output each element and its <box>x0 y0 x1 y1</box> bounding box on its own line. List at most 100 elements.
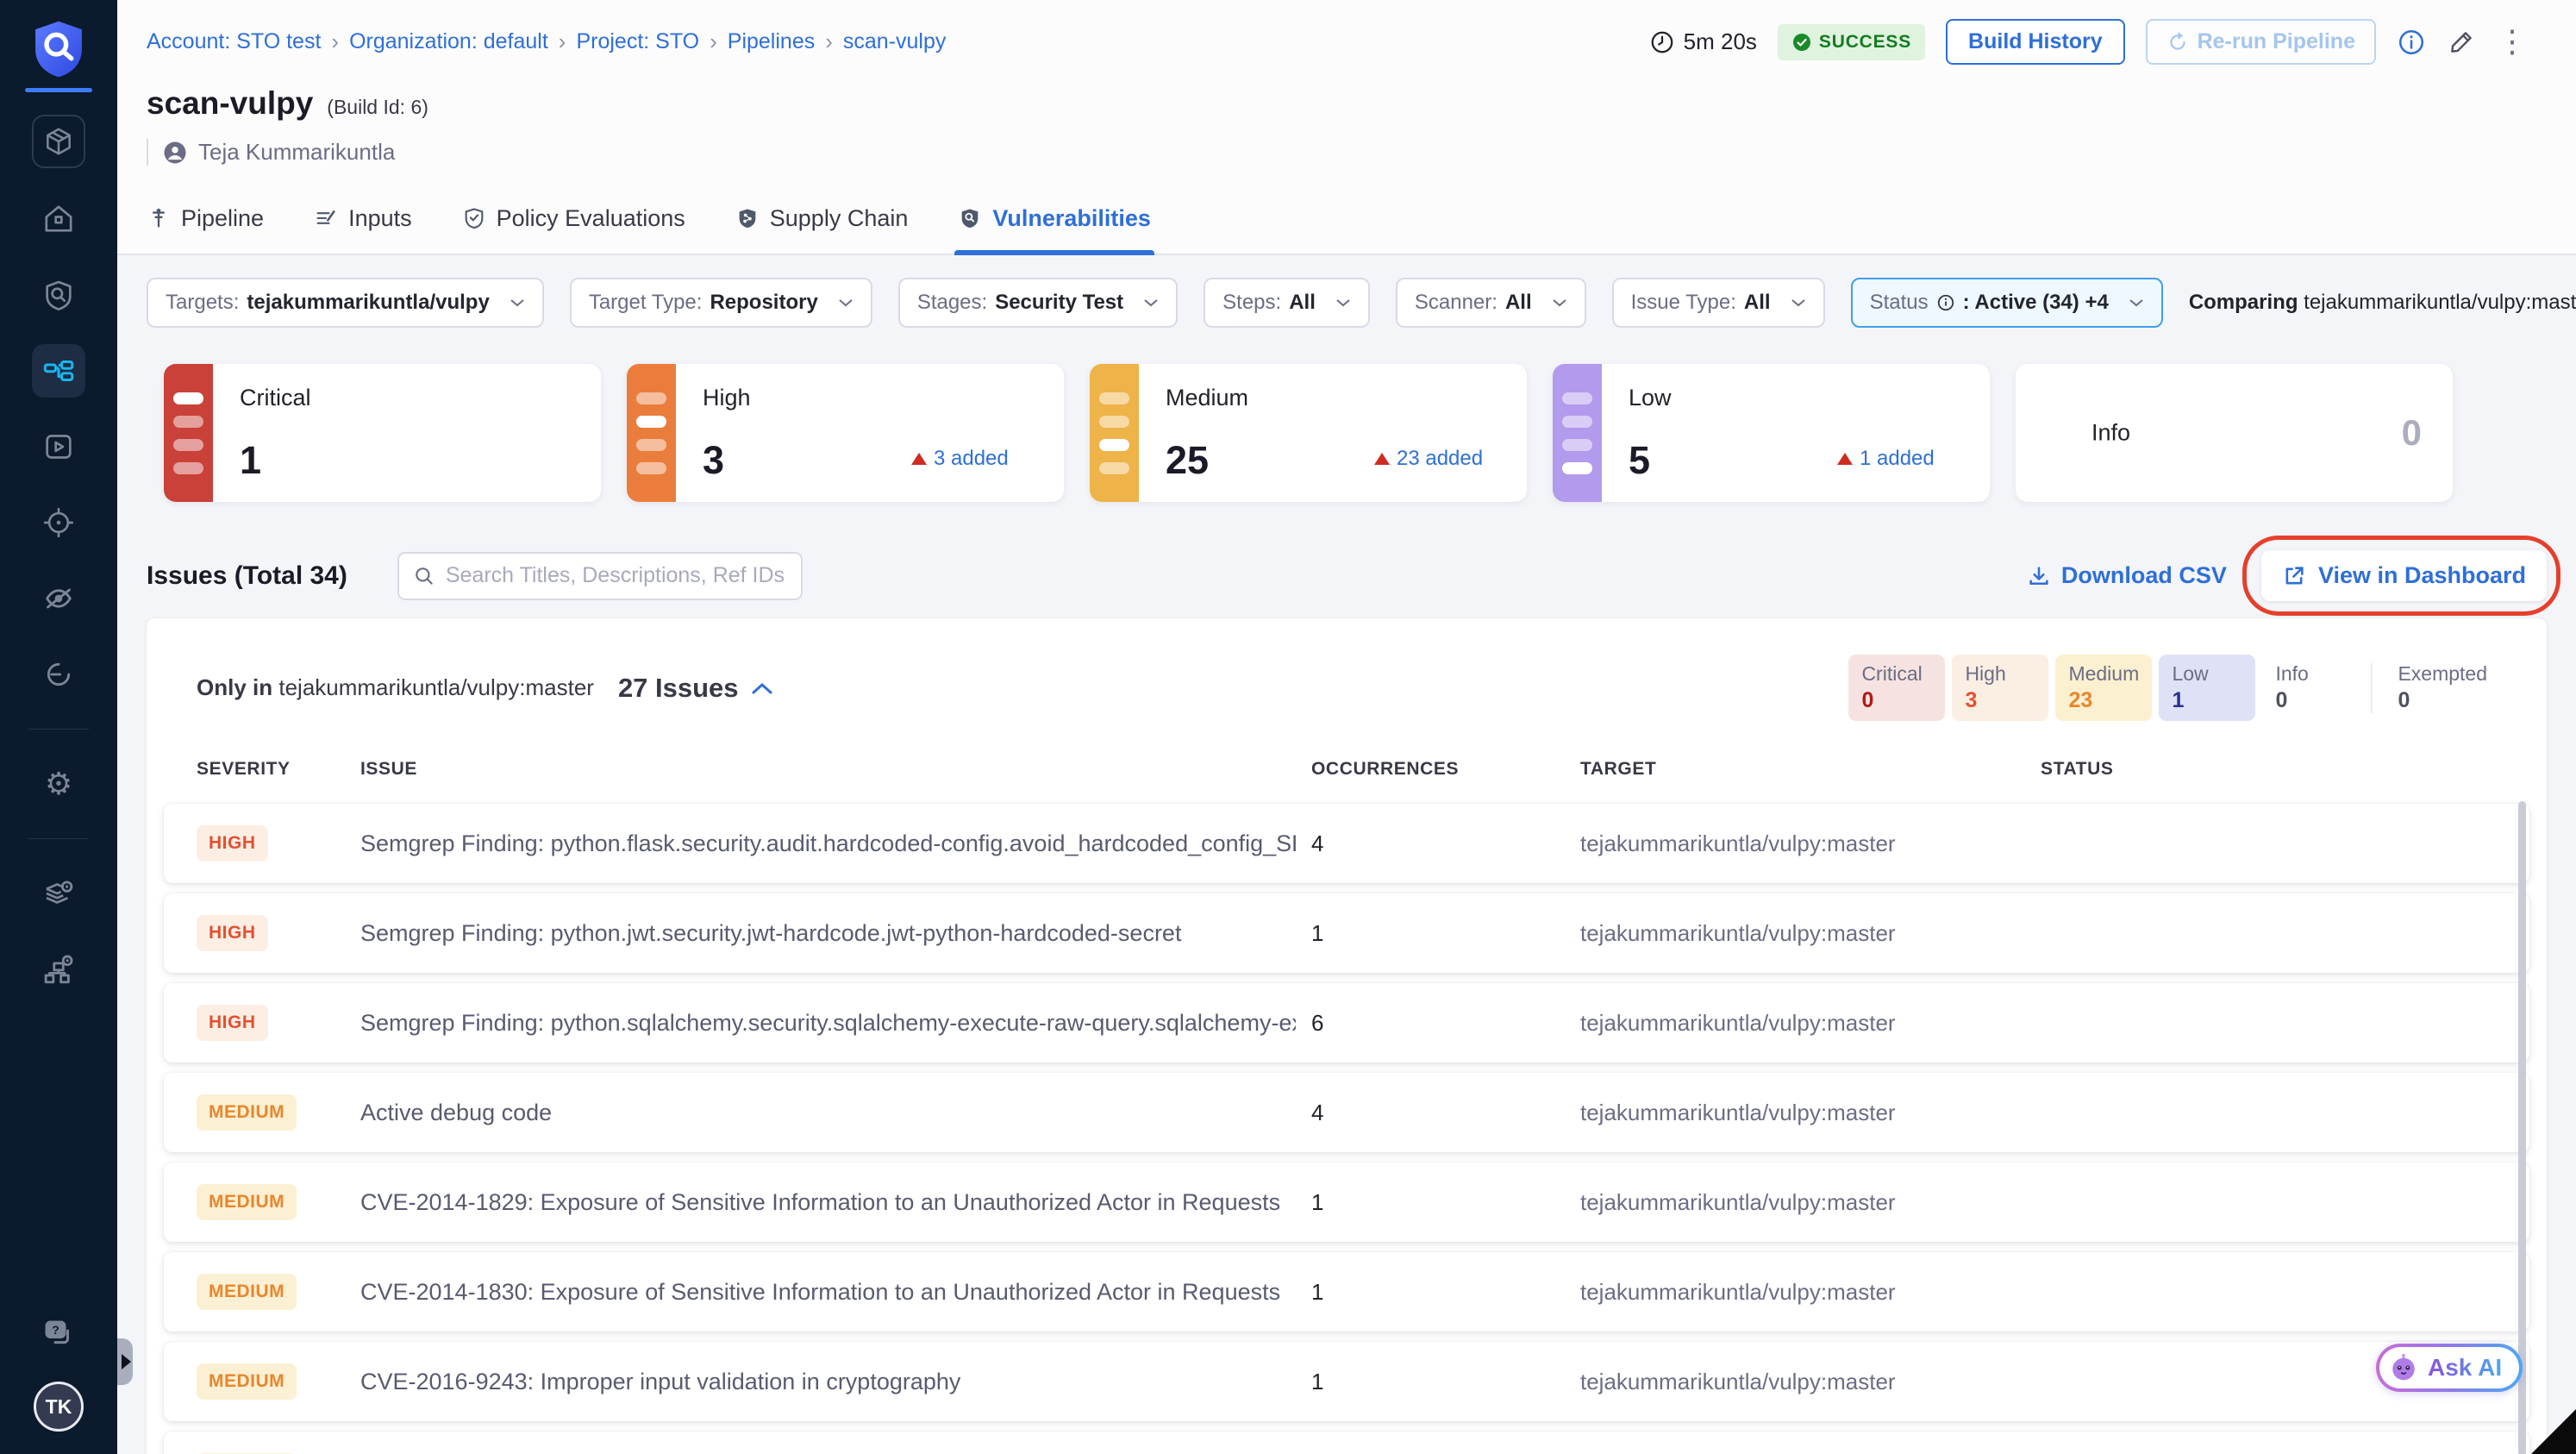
chevron-up-icon[interactable] <box>751 681 773 695</box>
sto-logo[interactable] <box>25 19 92 92</box>
issue-rows: HIGH Semgrep Finding: python.flask.secur… <box>164 804 2529 1454</box>
view-in-dashboard-button[interactable]: View in Dashboard <box>2260 550 2547 601</box>
build-history-button[interactable]: Build History <box>1946 19 2125 65</box>
col-issue: ISSUE <box>360 759 418 779</box>
sidebar-expand-handle[interactable] <box>117 1338 133 1385</box>
user-avatar[interactable]: TK <box>34 1382 84 1432</box>
occurrences-value: 1 <box>1311 1278 1324 1305</box>
comparing-label: Comparing tejakummarikuntla/vulpy:master… <box>2188 291 2576 314</box>
breadcrumb-project[interactable]: Project: STO <box>576 29 700 53</box>
info-circle-icon <box>1936 293 1955 312</box>
filter-steps[interactable]: Steps: All <box>1204 278 1370 328</box>
sidebar-item-get-started[interactable] <box>32 648 85 701</box>
download-csv-button[interactable]: Download CSV <box>2027 562 2227 589</box>
sidebar-item-targets[interactable] <box>32 496 85 549</box>
breadcrumb-account[interactable]: Account: STO test <box>147 29 322 53</box>
target-value: tejakummarikuntla/vulpy:master <box>1580 1278 1896 1305</box>
filter-scanner[interactable]: Scanner: All <box>1395 278 1586 328</box>
breadcrumb-pipelines[interactable]: Pipelines <box>727 29 816 53</box>
status-badge: SUCCESS <box>1777 23 1926 60</box>
shield-search-icon <box>41 278 76 312</box>
filter-issue-type[interactable]: Issue Type: All <box>1611 278 1825 328</box>
issue-title[interactable]: Semgrep Finding: python.jwt.security.jwt… <box>360 919 1182 946</box>
issue-title[interactable]: Semgrep Finding: python.flask.security.a… <box>360 830 1296 856</box>
filter-stages[interactable]: Stages: Security Test <box>897 278 1179 328</box>
breadcrumb-current[interactable]: scan-vulpy <box>842 29 947 53</box>
sidebar-item-settings[interactable]: ⚙ <box>32 757 85 811</box>
sidebar-item-test-targets[interactable] <box>32 268 85 322</box>
more-options-kebab-icon[interactable]: ⋮ <box>2497 23 2528 60</box>
download-icon <box>2027 564 2051 588</box>
build-author: Teja Kummarikuntla <box>147 139 395 166</box>
table-row[interactable]: MEDIUM CVE-2014-1830: Exposure of Sensit… <box>164 1252 2529 1332</box>
ask-ai-button[interactable]: Ask AI <box>2376 1344 2523 1392</box>
col-occurrences: OCCURRENCES <box>1311 759 1460 779</box>
issue-title[interactable]: CVE-2014-1829: Exposure of Sensitive Inf… <box>360 1188 1281 1215</box>
vertical-scrollbar[interactable] <box>2518 801 2526 1454</box>
sidebar-item-project-setup[interactable] <box>32 867 85 920</box>
delta-up-icon <box>1837 453 1853 465</box>
tab-supply-chain[interactable]: Supply Chain <box>735 183 908 254</box>
medium-card[interactable]: Medium 25 23 added <box>1090 364 1527 502</box>
breadcrumb-organization[interactable]: Organization: default <box>349 29 548 53</box>
build-id-label: (Build Id: 6) <box>327 96 428 118</box>
edit-pencil-icon[interactable] <box>2447 28 2476 57</box>
table-row[interactable]: HIGH Semgrep Finding: python.flask.secur… <box>164 804 2529 883</box>
tab-inputs[interactable]: Inputs <box>314 183 412 254</box>
help-chat-button[interactable]: ? <box>41 1316 77 1352</box>
main-area: Account: STO test › Organization: defaul… <box>117 0 2576 1454</box>
filter-targets[interactable]: Targets: tejakummarikuntla/vulpy <box>147 278 544 328</box>
table-row[interactable]: HIGH Semgrep Finding: python.jwt.securit… <box>164 893 2529 973</box>
low-count: 5 <box>1629 438 1651 482</box>
sto-shield-logo-icon <box>30 19 87 79</box>
ask-ai-label: Ask AI <box>2428 1354 2503 1381</box>
tab-pipeline[interactable]: Pipeline <box>147 183 264 254</box>
filter-bar: Targets: tejakummarikuntla/vulpy Target T… <box>147 278 2576 328</box>
page-header: Account: STO test › Organization: defaul… <box>117 0 2576 183</box>
high-card[interactable]: High 3 3 added <box>627 364 1064 502</box>
table-row[interactable]: MEDIUM CVE-2014-1829: Exposure of Sensit… <box>164 1163 2529 1242</box>
sidebar-item-pipelines[interactable] <box>32 344 85 398</box>
module-cube-icon <box>42 125 75 158</box>
low-card[interactable]: Low 5 1 added <box>1553 364 1990 502</box>
sidebar-item-executions[interactable] <box>32 420 85 473</box>
module-selector-button[interactable] <box>32 115 85 168</box>
issue-title[interactable]: Semgrep Finding: python.sqlalchemy.secur… <box>360 1009 1296 1036</box>
chevron-down-icon <box>510 298 525 308</box>
severity-badge: MEDIUM <box>197 1094 297 1131</box>
table-row[interactable]: MEDIUM Active debug code 4 tejakummariku… <box>164 1073 2529 1152</box>
issues-header: Issues (Total 34) Download CSV <box>147 536 2561 616</box>
tab-policy-evaluations[interactable]: Policy Evaluations <box>462 183 685 254</box>
layers-gear-icon <box>41 875 77 912</box>
issue-title[interactable]: CVE-2014-1830: Exposure of Sensitive Inf… <box>360 1278 1281 1305</box>
search-input[interactable] <box>445 563 787 588</box>
table-row[interactable]: MEDIUM <box>164 1432 2529 1454</box>
issue-title[interactable]: CVE-2016-9243: Improper input validation… <box>360 1368 961 1394</box>
issues-search[interactable] <box>397 551 803 600</box>
severity-badge: HIGH <box>197 825 268 862</box>
info-label: Info <box>2091 419 2131 446</box>
critical-card[interactable]: Critical 1 <box>164 364 601 502</box>
filter-status[interactable]: Status : Active (34) +4 <box>1850 278 2163 328</box>
low-strip-icon <box>1553 364 1602 502</box>
info-icon[interactable] <box>2397 28 2426 57</box>
chevron-down-icon <box>1552 298 1567 308</box>
delta-up-icon <box>1374 453 1390 465</box>
filter-target-type[interactable]: Target Type: Repository <box>569 278 872 328</box>
check-circle-icon <box>1791 32 1812 53</box>
sidebar-item-exemptions[interactable] <box>32 572 85 625</box>
issue-group-header[interactable]: Only in tejakummarikuntla/vulpy:master 2… <box>164 655 2529 721</box>
build-duration: 5m 20s <box>1649 28 1757 55</box>
table-row[interactable]: HIGH Semgrep Finding: python.sqlalchemy.… <box>164 983 2529 1062</box>
sidebar-item-home[interactable] <box>32 192 85 246</box>
rerun-pipeline-button[interactable]: Re-run Pipeline <box>2145 19 2376 65</box>
pill-exempted: Exempted 0 <box>2385 655 2500 721</box>
pill-low: Low 1 <box>2159 655 2256 721</box>
info-card[interactable]: Info 0 <box>2016 364 2453 502</box>
table-row[interactable]: MEDIUM CVE-2016-9243: Improper input val… <box>164 1342 2529 1421</box>
tab-vulnerabilities[interactable]: Vulnerabilities <box>954 183 1154 255</box>
org-setup-network-gear-icon-item[interactable] <box>32 943 85 996</box>
issue-title[interactable]: Active debug code <box>360 1099 553 1125</box>
col-severity: SEVERITY <box>197 759 291 779</box>
